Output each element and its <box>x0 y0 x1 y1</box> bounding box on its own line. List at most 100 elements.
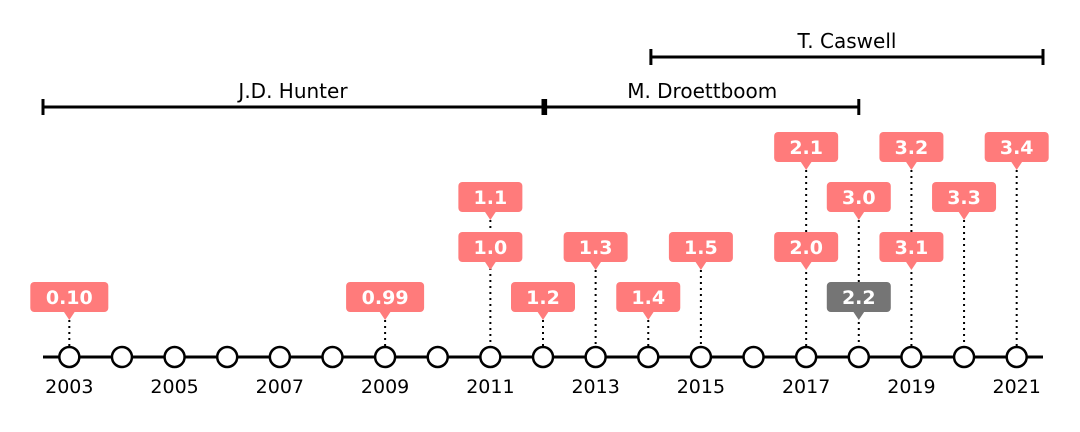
year-marker <box>531 345 555 369</box>
release-version-label: 1.4 <box>631 287 665 309</box>
release-badge <box>563 232 628 262</box>
year-marker <box>952 345 976 369</box>
release-badge-pointer <box>589 261 602 270</box>
release-badge-pointer <box>905 161 918 170</box>
year-tick-label: 2005 <box>150 376 198 398</box>
release-badge-pointer <box>1010 161 1023 170</box>
release-badge <box>616 282 681 312</box>
release-callout: 1.4 <box>616 282 681 320</box>
year-markers <box>58 345 1028 369</box>
year-tick-label: 2009 <box>361 376 409 398</box>
year-marker <box>426 345 449 369</box>
release-callout: 3.1 <box>879 232 944 270</box>
release-callout: 2.0 <box>774 232 839 270</box>
release-badge <box>826 182 891 212</box>
year-tick-label: 2019 <box>887 376 935 398</box>
release-badge-pointer <box>379 311 392 320</box>
release-version-label: 1.5 <box>684 237 718 259</box>
release-badge-pointer <box>852 211 865 220</box>
release-callout: 3.4 <box>984 132 1049 170</box>
year-tick-label: 2011 <box>466 376 514 398</box>
release-badge <box>458 232 523 262</box>
year-marker <box>637 345 660 369</box>
year-tick-label: 2013 <box>571 376 619 398</box>
release-badge <box>932 182 997 212</box>
release-badge <box>458 182 523 212</box>
release-callout: 0.99 <box>346 282 425 320</box>
year-tick-label: 2021 <box>993 376 1041 398</box>
year-marker <box>847 345 871 369</box>
release-version-label: 3.1 <box>895 237 929 259</box>
release-badge-pointer <box>852 311 865 320</box>
release-badge <box>774 232 839 262</box>
year-marker <box>1005 345 1028 369</box>
year-tick-labels: 2003 2005 2007 2009 2011 2013 2015 2017 2019 2021 <box>45 376 1041 398</box>
release-callout: 1.3 <box>563 232 628 270</box>
release-version-label: 1.2 <box>526 287 560 309</box>
year-marker <box>58 345 81 369</box>
release-callout: 1.5 <box>668 232 733 270</box>
release-version-label: 1.0 <box>474 237 508 259</box>
release-version-label: 3.3 <box>947 187 981 209</box>
release-version-label: 0.99 <box>362 287 409 309</box>
release-version-label: 3.4 <box>1000 137 1034 159</box>
year-tick-label: 2003 <box>45 376 93 398</box>
release-callout: 3.0 <box>826 182 891 220</box>
year-marker <box>110 345 134 369</box>
release-badge <box>879 232 944 262</box>
release-badge <box>774 132 839 162</box>
release-labels: 0.10 0.99 1.0 1.1 1.2 1.3 1.4 1.5 2.0 2.1 2.2 3.0 3.… <box>30 132 1049 320</box>
year-tick-label: 2007 <box>256 376 304 398</box>
release-callout: 3.2 <box>879 132 944 170</box>
release-badge-pointer <box>800 161 813 170</box>
release-version-label: 1.3 <box>579 237 613 259</box>
year-marker <box>794 345 818 369</box>
release-badge <box>511 282 575 312</box>
year-tick-label: 2015 <box>677 376 725 398</box>
release-version-label: 2.2 <box>842 287 876 309</box>
release-version-label: 3.2 <box>895 137 929 159</box>
release-badge-pointer <box>484 261 497 270</box>
year-marker <box>742 345 765 369</box>
release-badge <box>346 282 425 312</box>
year-marker <box>321 345 344 369</box>
release-badge-pointer <box>800 261 813 270</box>
year-marker <box>268 345 292 369</box>
release-badge-pointer <box>905 261 918 270</box>
release-badge-pointer <box>642 311 655 320</box>
release-callout: 1.0 <box>458 232 523 270</box>
release-callout: 3.3 <box>932 182 997 220</box>
release-badge <box>30 282 109 312</box>
era-label: M. Droettboom <box>627 79 777 103</box>
release-callout: 2.2 <box>826 282 891 320</box>
release-badge-pointer <box>537 311 549 320</box>
release-badge <box>879 132 944 162</box>
era-label: T. Caswell <box>796 29 896 53</box>
year-marker <box>479 345 502 369</box>
year-marker <box>584 345 607 369</box>
release-version-label: 2.0 <box>789 237 823 259</box>
release-callout: 1.2 <box>511 282 575 320</box>
release-version-label: 1.1 <box>474 187 508 209</box>
year-marker <box>163 345 186 369</box>
release-callout: 0.10 <box>30 282 109 320</box>
release-badge <box>668 232 733 262</box>
release-callout: 1.1 <box>458 182 523 220</box>
release-version-label: 2.1 <box>789 137 823 159</box>
release-badge-pointer <box>958 211 971 220</box>
release-badge-pointer <box>484 211 497 220</box>
release-badge <box>984 132 1049 162</box>
era-label: J.D. Hunter <box>236 79 348 103</box>
release-badge <box>826 282 891 312</box>
release-version-label: 3.0 <box>842 187 876 209</box>
release-badge-pointer <box>63 311 76 320</box>
release-version-label: 0.10 <box>46 287 93 309</box>
year-marker <box>900 345 923 369</box>
release-callout: 2.1 <box>774 132 839 170</box>
maintainer-eras: J.D. Hunter M. Droettboom T. Caswell <box>41 29 1045 115</box>
year-tick-label: 2017 <box>782 376 830 398</box>
year-marker <box>373 345 397 369</box>
year-marker <box>215 345 239 369</box>
release-badge-pointer <box>694 261 707 270</box>
